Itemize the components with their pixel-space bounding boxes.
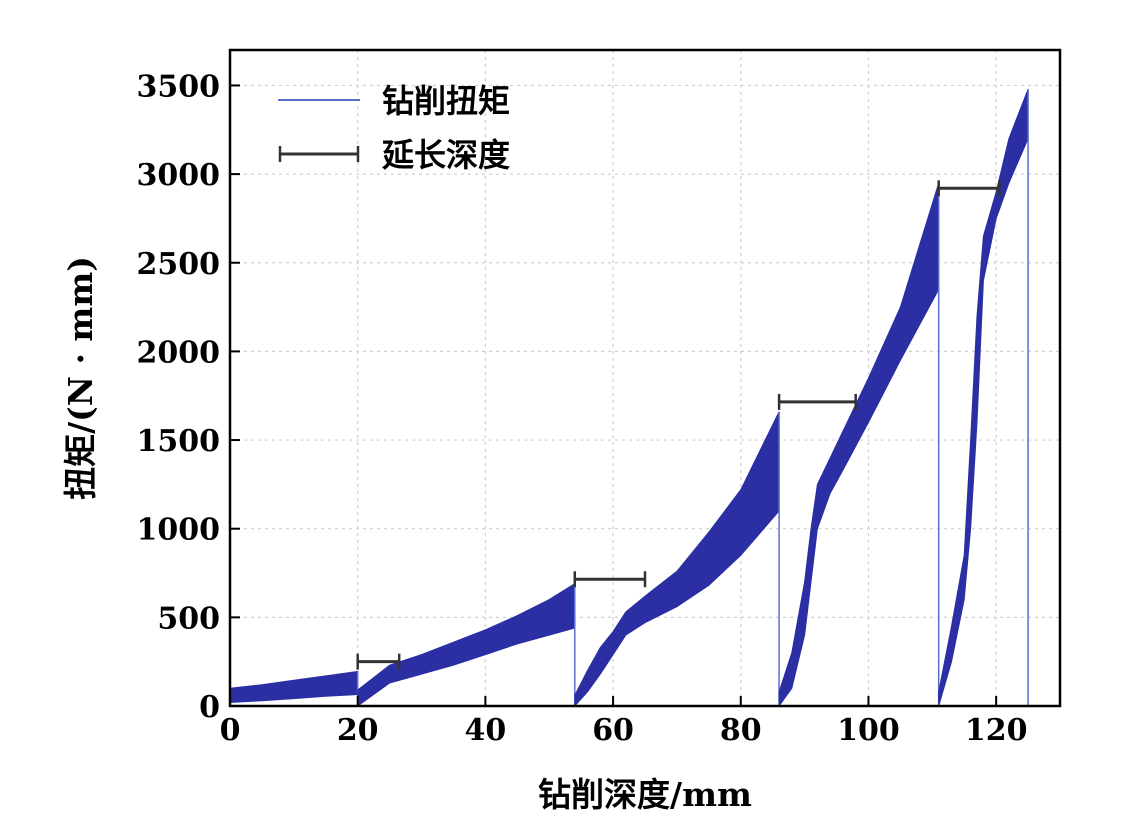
torque-band	[938, 88, 1029, 707]
x-tick-label: 60	[592, 713, 634, 748]
axis-ticks: 0 20 40 60 80 100 120 0 500 1000 1500 2000 2500 3000 3…	[137, 69, 1028, 748]
legend-torque-label: 钻削扭矩	[382, 82, 510, 120]
torque-band	[574, 411, 780, 708]
x-tick-label: 40	[465, 713, 507, 748]
x-tick-label: 100	[837, 713, 900, 748]
legend-extension-label: 延长深度	[381, 136, 510, 174]
x-tick-label: 120	[965, 713, 1028, 748]
y-tick-label: 2500	[137, 247, 221, 282]
extension-interval	[937, 180, 1001, 197]
x-tick-label: 20	[337, 713, 379, 748]
y-tick-label: 0	[199, 690, 220, 725]
x-tick-label: 80	[720, 713, 762, 748]
plot-frame	[228, 48, 1062, 708]
y-tick-label: 500	[157, 601, 220, 636]
torque-band	[357, 582, 576, 707]
y-tick-label: 1000	[137, 513, 221, 548]
y-tick-label: 2000	[137, 335, 221, 370]
y-axis-title: 扭矩/(N · mm)	[61, 256, 100, 500]
legend: 钻削扭矩 延长深度	[278, 82, 510, 174]
extension-interval	[573, 571, 647, 588]
x-axis-title: 钻削深度/mm	[538, 775, 752, 814]
torque-band	[229, 670, 359, 704]
extension-interval	[777, 393, 857, 410]
legend-extension-swatch	[278, 146, 360, 162]
y-tick-label: 1500	[137, 424, 221, 459]
y-tick-label: 3000	[137, 158, 221, 193]
torque-band	[778, 182, 940, 708]
x-tick-label: 0	[220, 713, 241, 748]
y-tick-label: 3500	[137, 69, 221, 104]
extension-interval	[356, 653, 401, 670]
plot-area	[229, 88, 1029, 708]
